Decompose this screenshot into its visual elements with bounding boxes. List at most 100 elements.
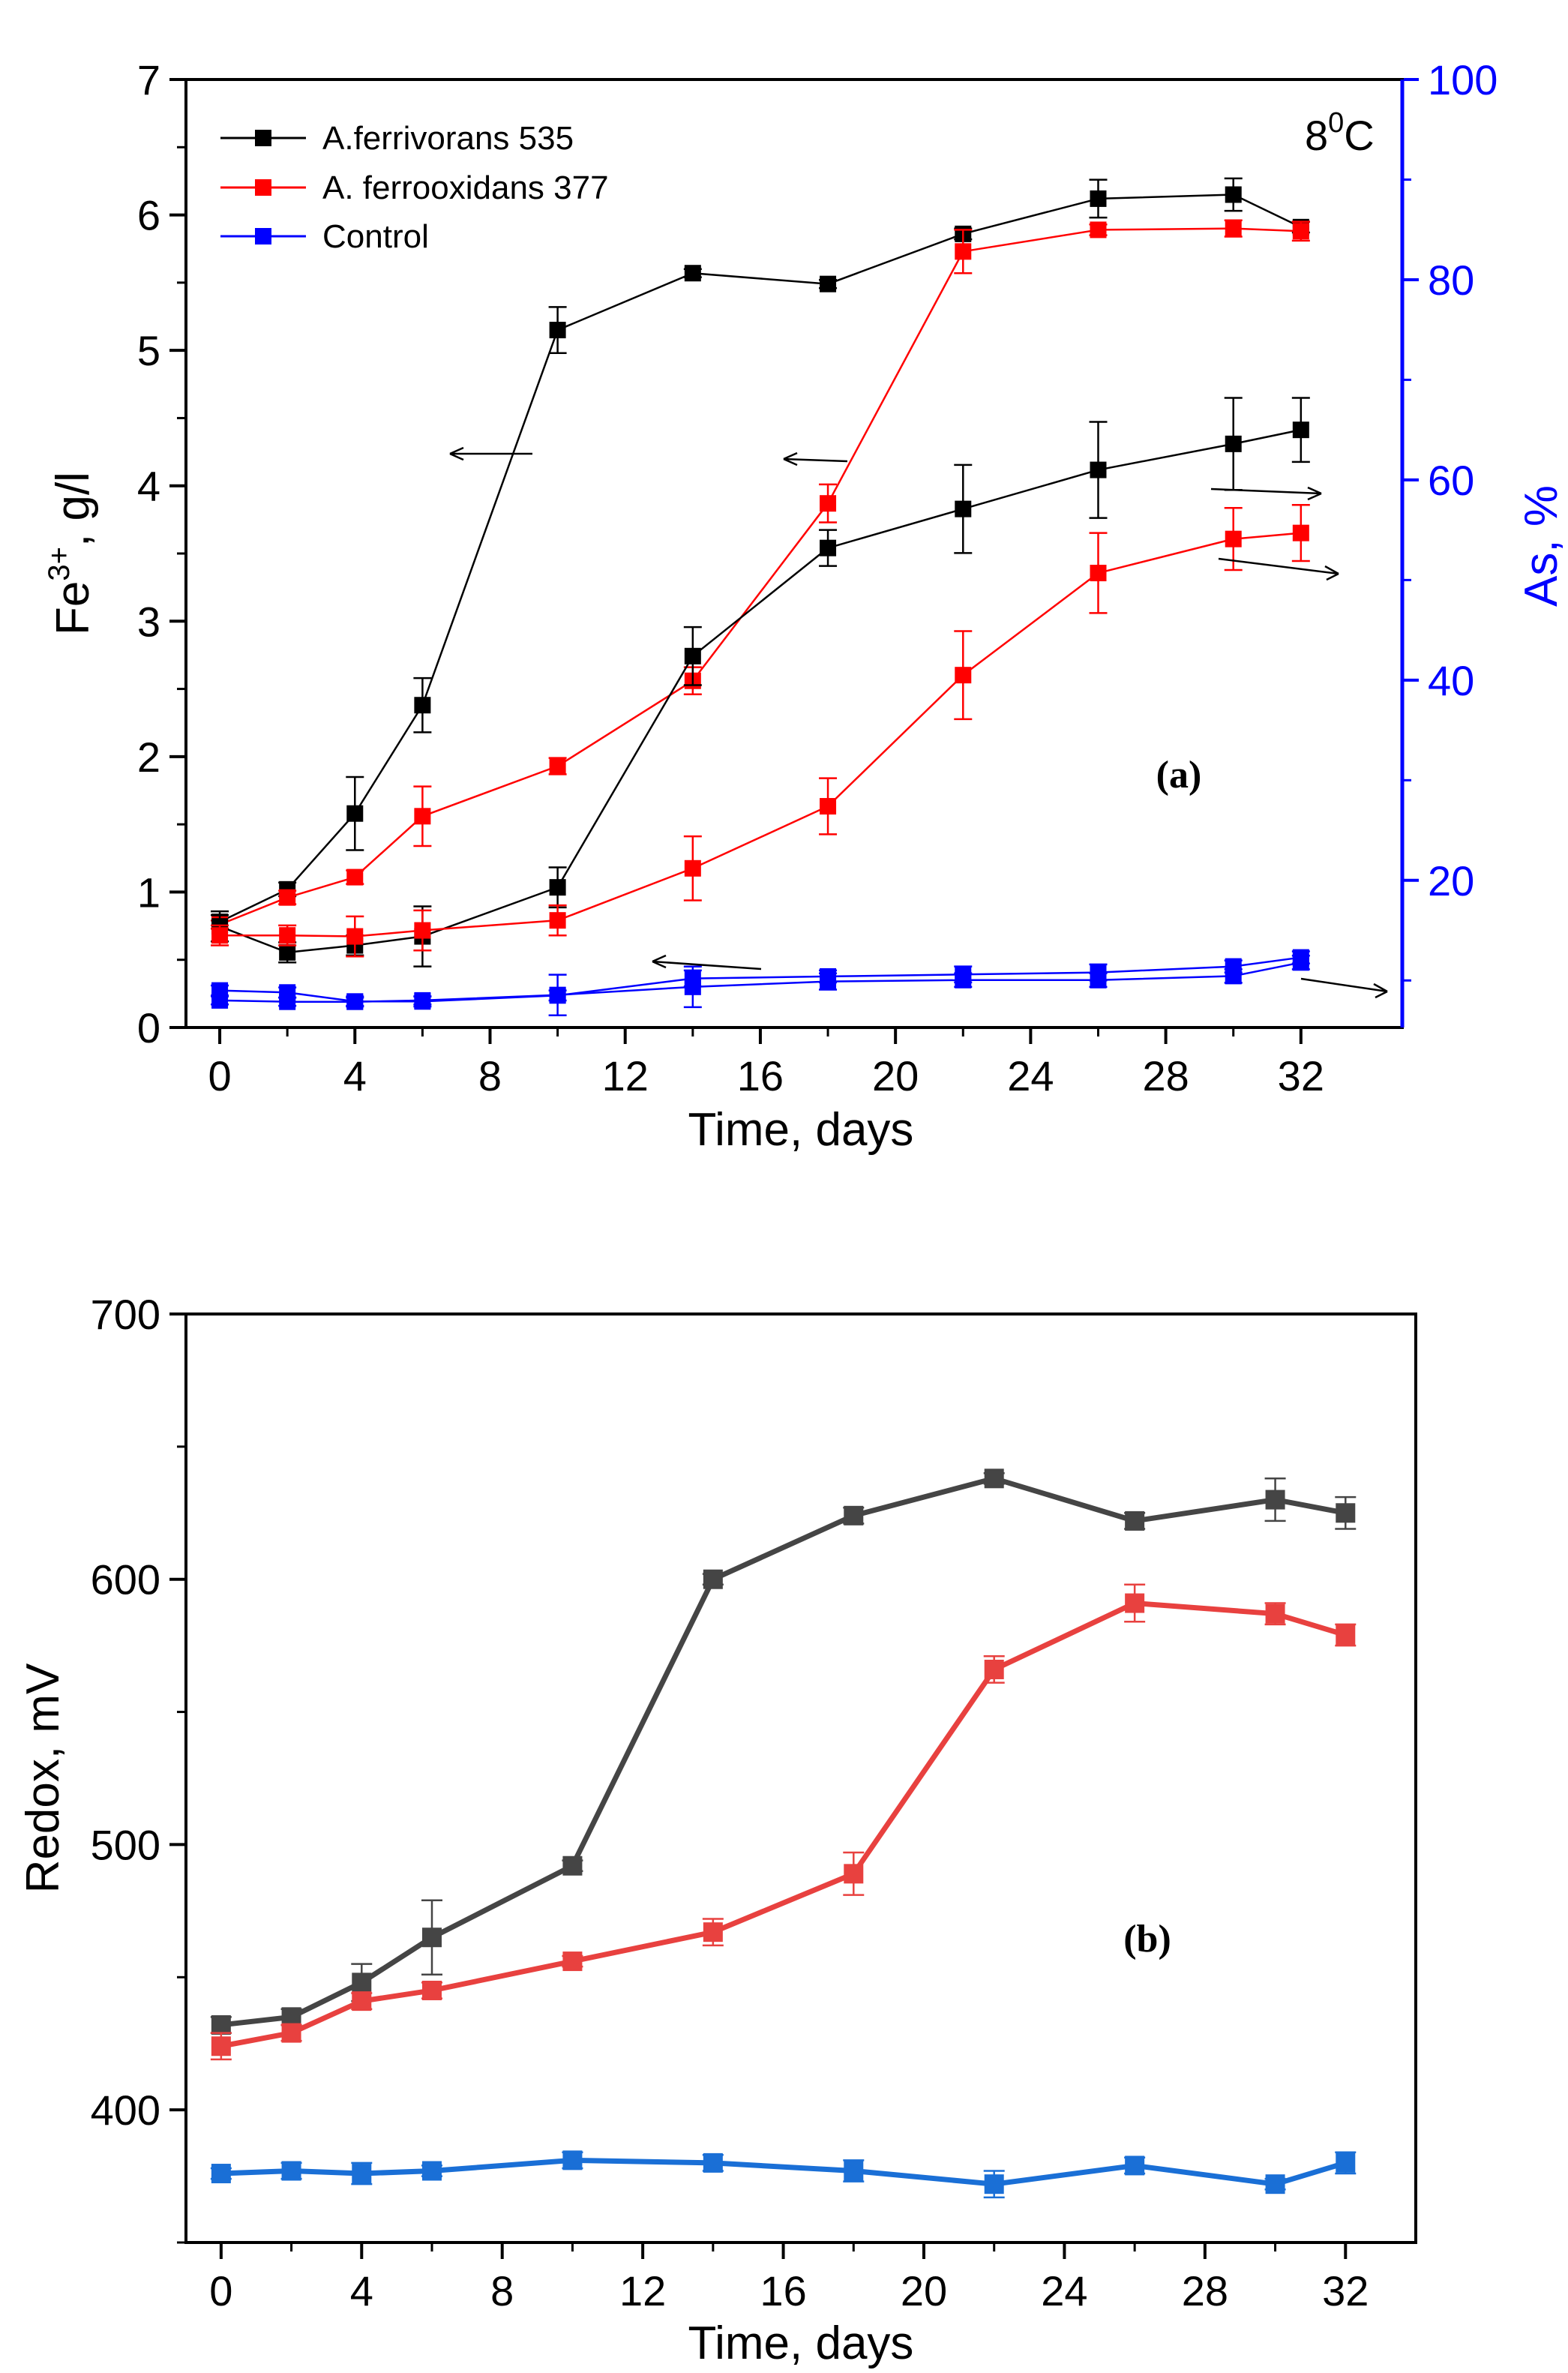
arrow-control-as-right — [1300, 977, 1388, 999]
panel-b: 0 4 8 12 16 20 24 28 32 400 500 600 700 Redox, mV Ti… — [17, 1291, 1417, 2369]
data-point — [844, 1864, 864, 1884]
data-point — [984, 1468, 1004, 1489]
series-line-a-ferrivorans-535-as — [219, 428, 1302, 954]
data-point — [1225, 530, 1242, 548]
panel-b-label: (b) — [1123, 1918, 1171, 1960]
x-tick-label: 0 — [208, 1052, 231, 1100]
data-point — [1225, 958, 1242, 975]
x-tick-label: 24 — [1007, 1052, 1054, 1100]
x-tick-label: 16 — [760, 2267, 806, 2314]
data-point — [549, 987, 566, 1004]
data-point — [422, 2161, 442, 2181]
data-point — [414, 697, 431, 714]
data-point — [549, 322, 566, 339]
series-control-as — [211, 949, 1310, 1010]
legend-label-a-ferrivorans: A.ferrivorans 535 — [322, 120, 574, 157]
y-right-tick-label: 60 — [1428, 457, 1474, 504]
series-control — [210, 2150, 1357, 2199]
temperature-unit: C — [1344, 112, 1374, 159]
data-point — [414, 922, 431, 939]
arrow-ferrooxidans-as-right — [1218, 557, 1339, 581]
ylabel-superscript: 3+ — [43, 547, 76, 581]
x-tick-label: 4 — [343, 1052, 367, 1100]
y-tick-label: 4 — [137, 463, 160, 510]
data-point — [703, 1569, 723, 1589]
data-point — [1225, 435, 1242, 452]
series-a-ferrooxidans-377 — [210, 1583, 1357, 2061]
x-tick-label: 24 — [1041, 2267, 1087, 2314]
x-tick-label: 8 — [478, 1052, 502, 1100]
series-line-a-ferrivorans-535-fe3 — [219, 194, 1302, 923]
data-point — [211, 2014, 231, 2035]
y-tick-label: 600 — [91, 1556, 160, 1604]
data-point — [1292, 422, 1309, 439]
x-tick-label: 32 — [1322, 2267, 1369, 2314]
data-point — [1125, 1510, 1145, 1531]
panel-b-plot-area: 0 4 8 12 16 20 24 28 32 400 500 600 700 — [91, 1291, 1369, 2314]
legend-marker-control — [255, 228, 271, 244]
y-right-tick-label: 80 — [1428, 256, 1474, 304]
data-point — [562, 1856, 583, 1876]
ylabel-base: Fe — [47, 581, 99, 635]
data-point — [346, 928, 364, 945]
data-point — [820, 495, 837, 512]
x-tick-label: 20 — [872, 1052, 919, 1100]
ylabel-rest: , g/l — [47, 472, 99, 547]
data-point — [844, 1505, 864, 1526]
y-right-tick-label: 100 — [1428, 56, 1498, 104]
data-point — [352, 1972, 372, 1993]
y-tick-label: 5 — [137, 327, 160, 374]
y-tick-label: 3 — [137, 598, 160, 645]
data-point — [346, 993, 364, 1010]
data-point — [1090, 565, 1107, 582]
panel-b-ylabel: Redox, mV — [17, 1663, 69, 1893]
data-point — [281, 2161, 301, 2181]
data-point — [1336, 1624, 1356, 1645]
y-right-tick-label: 20 — [1428, 857, 1474, 904]
y-tick-label: 400 — [91, 2086, 160, 2134]
series-a-ferrooxidans-377-as — [211, 504, 1310, 958]
y-tick-label: 2 — [137, 734, 160, 781]
data-point — [1265, 2174, 1285, 2194]
series-line-a-ferrooxidans-377 — [220, 1600, 1347, 2049]
legend-marker-a-ferrooxidans — [255, 179, 271, 196]
data-point — [1090, 221, 1107, 238]
legend-label-control: Control — [322, 218, 429, 255]
data-point — [1265, 1604, 1285, 1624]
data-point — [422, 1980, 442, 2000]
panel-b-frame — [184, 1312, 1417, 2244]
y-tick-label: 700 — [91, 1291, 160, 1338]
data-point — [820, 798, 837, 815]
data-point — [549, 879, 566, 896]
temperature-annotation: 80C — [1305, 107, 1375, 159]
y-tick-label: 6 — [137, 192, 160, 239]
data-point — [346, 868, 364, 886]
data-point — [1292, 949, 1309, 966]
data-point — [955, 966, 972, 983]
y-tick-label: 7 — [137, 56, 160, 104]
data-point — [352, 2164, 372, 2184]
data-point — [562, 1952, 583, 1972]
data-point — [684, 647, 701, 664]
y-tick-label: 0 — [137, 1004, 160, 1052]
series-a-ferrivorans-535 — [210, 1468, 1357, 2035]
data-point — [1090, 964, 1107, 981]
data-point — [346, 805, 364, 822]
svg-text:Fe3+, g/l: Fe3+, g/l — [43, 472, 99, 635]
data-point — [703, 2152, 723, 2173]
data-point — [279, 889, 296, 906]
data-point — [1090, 190, 1107, 207]
data-point — [844, 2161, 864, 2181]
data-point — [703, 1922, 723, 1942]
data-point — [820, 539, 837, 556]
data-point — [1292, 223, 1309, 240]
arrow-ferrooxidans-fe-left — [783, 452, 848, 466]
arrow-control-fe-left — [652, 954, 762, 970]
panel-a-label: (a) — [1156, 754, 1202, 796]
data-point — [279, 984, 296, 1001]
data-point — [1265, 1490, 1285, 1510]
data-point — [1225, 186, 1242, 203]
x-tick-label: 12 — [602, 1052, 649, 1100]
